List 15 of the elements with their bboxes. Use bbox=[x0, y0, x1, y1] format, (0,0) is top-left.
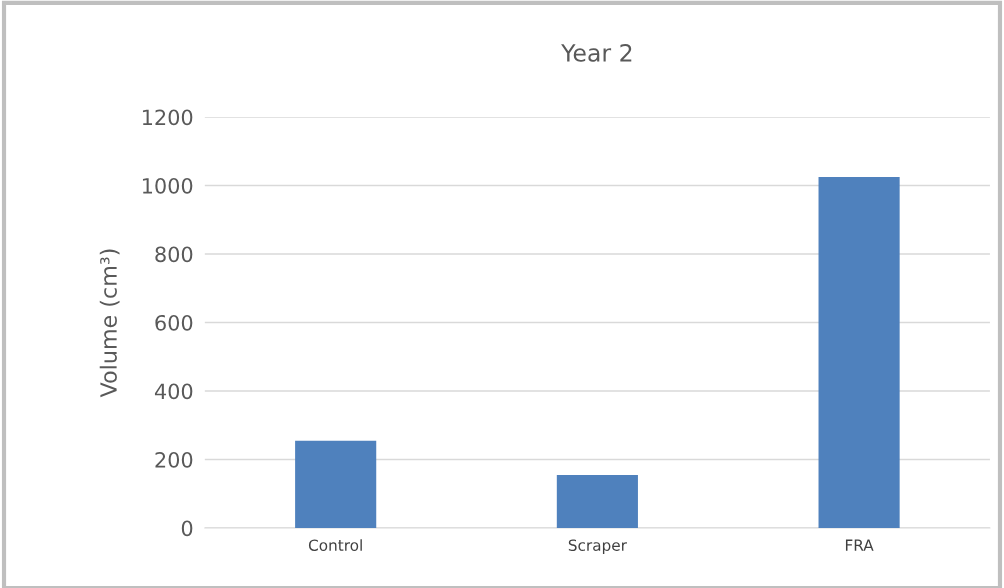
y-axis-title: Volume (cm³) bbox=[99, 249, 120, 398]
chart-title: Year 2 bbox=[561, 43, 632, 62]
x-tick-label: FRA bbox=[845, 539, 874, 551]
x-tick-label: Control bbox=[308, 539, 362, 551]
y-tick-label: 400 bbox=[154, 383, 193, 400]
y-tick-label: 200 bbox=[155, 451, 193, 468]
y-tick-label: 800 bbox=[155, 246, 193, 263]
bar bbox=[818, 176, 900, 529]
bar bbox=[556, 474, 638, 529]
y-tick-label: 1200 bbox=[142, 109, 193, 126]
x-tick-label: Scraper bbox=[568, 539, 627, 554]
y-tick-label: 600 bbox=[155, 314, 193, 331]
bar bbox=[295, 440, 377, 529]
y-tick-label: 0 bbox=[181, 520, 193, 537]
y-tick-label: 1000 bbox=[142, 177, 193, 194]
